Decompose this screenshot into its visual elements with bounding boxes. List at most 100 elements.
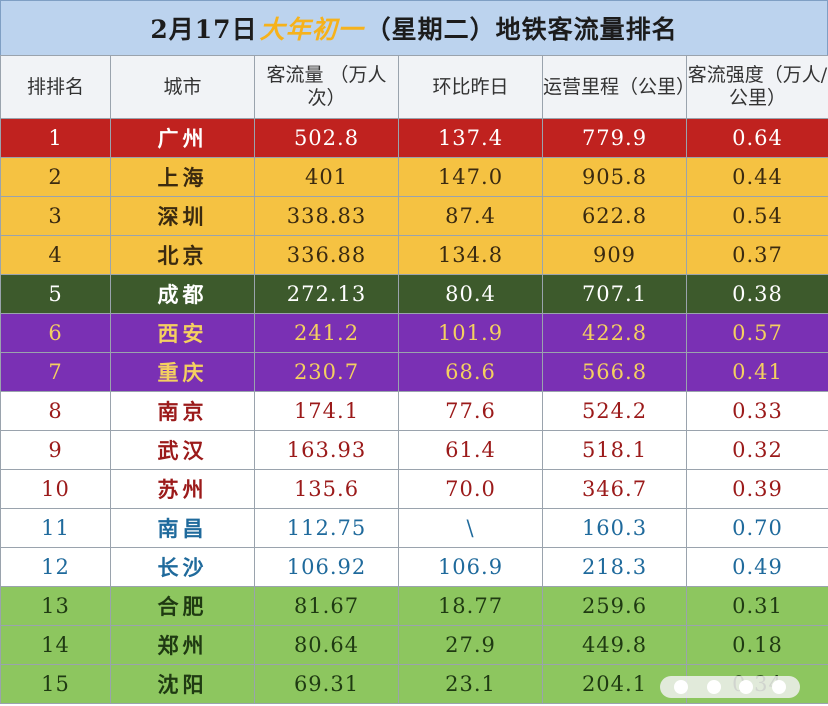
cell-mileage: 346.7 xyxy=(542,469,687,509)
cell-ridership: 112.75 xyxy=(254,508,399,548)
table-row: 5 成都 272.13 80.4 707.1 0.38 xyxy=(0,274,828,314)
cell-city: 深圳 xyxy=(110,196,255,236)
cell-mileage: 422.8 xyxy=(542,313,687,353)
cell-city: 长沙 xyxy=(110,547,255,587)
cell-ridership: 241.2 xyxy=(254,313,399,353)
cell-change: \ xyxy=(398,508,543,548)
cell-rank: 5 xyxy=(0,274,111,314)
cell-rank: 9 xyxy=(0,430,111,470)
cell-ridership: 69.31 xyxy=(254,664,399,704)
cell-change: 70.0 xyxy=(398,469,543,509)
cell-mileage: 566.8 xyxy=(542,352,687,392)
cell-intensity: 0.32 xyxy=(686,430,828,470)
cell-city: 沈阳 xyxy=(110,664,255,704)
cell-city: 郑州 xyxy=(110,625,255,665)
cell-rank: 11 xyxy=(0,508,111,548)
header-ridership: 客流量 （万人次） xyxy=(254,55,399,119)
title-holiday: 大年初一 xyxy=(259,15,364,44)
table-row: 9 武汉 163.93 61.4 518.1 0.32 xyxy=(0,430,828,470)
cell-intensity: 0.33 xyxy=(686,391,828,431)
cell-rank: 7 xyxy=(0,352,111,392)
cell-intensity: 0.49 xyxy=(686,547,828,587)
cell-mileage: 259.6 xyxy=(542,586,687,626)
cell-mileage: 218.3 xyxy=(542,547,687,587)
cell-intensity: 0.31 xyxy=(686,586,828,626)
cell-rank: 2 xyxy=(0,157,111,197)
cell-city: 广州 xyxy=(110,118,255,158)
title-rest: （星期二）地铁客流量排名 xyxy=(365,15,678,44)
cell-change: 27.9 xyxy=(398,625,543,665)
cell-rank: 3 xyxy=(0,196,111,236)
table-row: 1 广州 502.8 137.4 779.9 0.64 xyxy=(0,118,828,158)
title-date: 2月17日 xyxy=(150,15,258,44)
cell-mileage: 622.8 xyxy=(542,196,687,236)
cell-city: 苏州 xyxy=(110,469,255,509)
cell-change: 77.6 xyxy=(398,391,543,431)
cell-rank: 12 xyxy=(0,547,111,587)
cell-change: 101.9 xyxy=(398,313,543,353)
cell-intensity: 0.39 xyxy=(686,469,828,509)
header-change: 环比昨日 xyxy=(398,55,543,119)
table-row: 4 北京 336.88 134.8 909 0.37 xyxy=(0,235,828,275)
cell-rank: 8 xyxy=(0,391,111,431)
table-row: 13 合肥 81.67 18.77 259.6 0.31 xyxy=(0,586,828,626)
cell-city: 南昌 xyxy=(110,508,255,548)
watermark-dot-icon xyxy=(674,680,688,694)
cell-ridership: 174.1 xyxy=(254,391,399,431)
cell-mileage: 518.1 xyxy=(542,430,687,470)
cell-ridership: 80.64 xyxy=(254,625,399,665)
cell-mileage: 449.8 xyxy=(542,625,687,665)
cell-mileage: 524.2 xyxy=(542,391,687,431)
table-body: 1 广州 502.8 137.4 779.9 0.64 2 上海 401 147.0 905.8 0.… xyxy=(0,118,828,704)
cell-mileage: 160.3 xyxy=(542,508,687,548)
cell-city: 成都 xyxy=(110,274,255,314)
cell-ridership: 272.13 xyxy=(254,274,399,314)
cell-rank: 15 xyxy=(0,664,111,704)
cell-intensity: 0.54 xyxy=(686,196,828,236)
cell-ridership: 336.88 xyxy=(254,235,399,275)
cell-city: 北京 xyxy=(110,235,255,275)
cell-change: 106.9 xyxy=(398,547,543,587)
cell-city: 上海 xyxy=(110,157,255,197)
cell-rank: 13 xyxy=(0,586,111,626)
cell-ridership: 163.93 xyxy=(254,430,399,470)
cell-city: 合肥 xyxy=(110,586,255,626)
watermark-dot-icon xyxy=(706,680,721,694)
cell-ridership: 135.6 xyxy=(254,469,399,509)
cell-city: 重庆 xyxy=(110,352,255,392)
cell-city: 武汉 xyxy=(110,430,255,470)
cell-mileage: 779.9 xyxy=(542,118,687,158)
table-row: 14 郑州 80.64 27.9 449.8 0.18 xyxy=(0,625,828,665)
table-row: 3 深圳 338.83 87.4 622.8 0.54 xyxy=(0,196,828,236)
header-row: 排排名 城市 客流量 （万人次） 环比昨日 运营里程（公里） 客流强度（万人/公… xyxy=(0,55,828,119)
cell-intensity: 0.41 xyxy=(686,352,828,392)
cell-change: 137.4 xyxy=(398,118,543,158)
cell-mileage: 905.8 xyxy=(542,157,687,197)
cell-intensity: 0.44 xyxy=(686,157,828,197)
cell-intensity: 0.70 xyxy=(686,508,828,548)
header-rank: 排排名 xyxy=(0,55,111,119)
cell-ridership: 106.92 xyxy=(254,547,399,587)
table-row: 10 苏州 135.6 70.0 346.7 0.39 xyxy=(0,469,828,509)
ranking-table: 排排名 城市 客流量 （万人次） 环比昨日 运营里程（公里） 客流强度（万人/公… xyxy=(0,55,828,704)
watermark-overlay xyxy=(660,676,800,698)
cell-city: 南京 xyxy=(110,391,255,431)
cell-rank: 6 xyxy=(0,313,111,353)
cell-change: 134.8 xyxy=(398,235,543,275)
cell-mileage: 909 xyxy=(542,235,687,275)
cell-change: 87.4 xyxy=(398,196,543,236)
cell-intensity: 0.64 xyxy=(686,118,828,158)
cell-ridership: 81.67 xyxy=(254,586,399,626)
cell-change: 18.77 xyxy=(398,586,543,626)
table-row: 11 南昌 112.75 \ 160.3 0.70 xyxy=(0,508,828,548)
cell-change: 61.4 xyxy=(398,430,543,470)
cell-intensity: 0.18 xyxy=(686,625,828,665)
cell-intensity: 0.38 xyxy=(686,274,828,314)
cell-intensity: 0.57 xyxy=(686,313,828,353)
cell-rank: 14 xyxy=(0,625,111,665)
cell-change: 68.6 xyxy=(398,352,543,392)
cell-change: 23.1 xyxy=(398,664,543,704)
table-row: 12 长沙 106.92 106.9 218.3 0.49 xyxy=(0,547,828,587)
